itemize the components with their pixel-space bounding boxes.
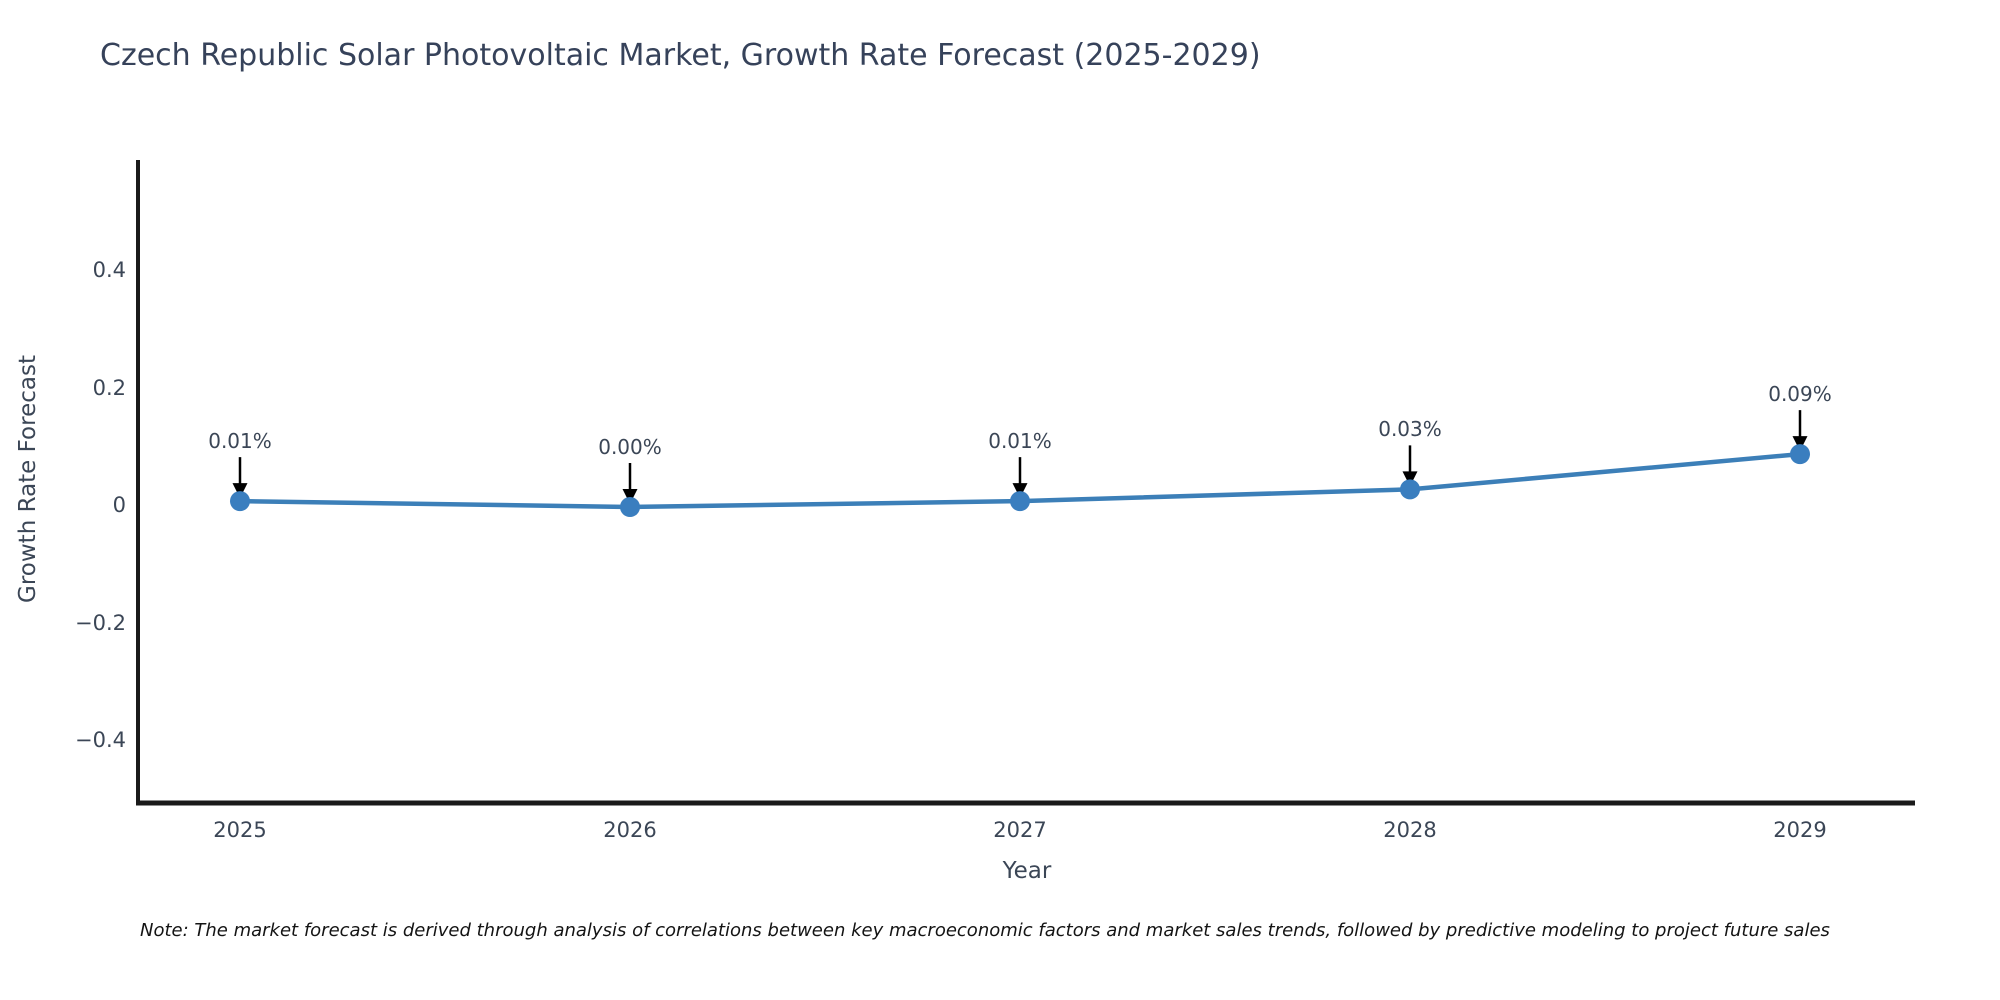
annotation-arrowhead <box>1402 471 1418 487</box>
y-tick-label: 0.4 <box>92 258 126 282</box>
point-annotation-label: 0.09% <box>1768 382 1832 407</box>
x-tick-label: 2025 <box>213 818 267 842</box>
y-tick-label: −0.2 <box>75 610 126 635</box>
data-point-marker <box>230 491 250 512</box>
annotation-arrowhead <box>622 489 638 504</box>
x-tick-label: 2028 <box>1383 818 1437 842</box>
x-axis-title: Year <box>1002 858 1052 884</box>
point-annotation-label: 0.03% <box>1378 417 1442 442</box>
chart-title: Czech Republic Solar Photovoltaic Market… <box>100 38 1261 73</box>
footnote: Note: The market forecast is derived thr… <box>140 920 1830 941</box>
y-tick-label: −0.4 <box>75 728 126 752</box>
point-annotation-label: 0.01% <box>208 429 272 454</box>
point-annotation-label: 0.00% <box>598 435 662 459</box>
point-annotation-label: 0.01% <box>988 429 1052 454</box>
y-tick-label: 0.2 <box>92 375 126 400</box>
data-point-marker <box>1010 491 1030 512</box>
x-tick-label: 2026 <box>603 818 657 842</box>
y-axis-title: Growth Rate Forecast <box>15 355 41 603</box>
x-tick-label: 2027 <box>993 818 1047 842</box>
data-point-marker <box>1790 444 1810 465</box>
data-point-marker <box>620 497 640 517</box>
y-tick-label: 0 <box>112 493 126 517</box>
x-tick-label: 2029 <box>1773 818 1827 842</box>
annotation-arrowhead <box>1012 483 1028 499</box>
annotation-arrowhead <box>232 483 248 499</box>
data-point-marker <box>1400 479 1420 500</box>
annotation-arrowhead <box>1792 436 1808 452</box>
